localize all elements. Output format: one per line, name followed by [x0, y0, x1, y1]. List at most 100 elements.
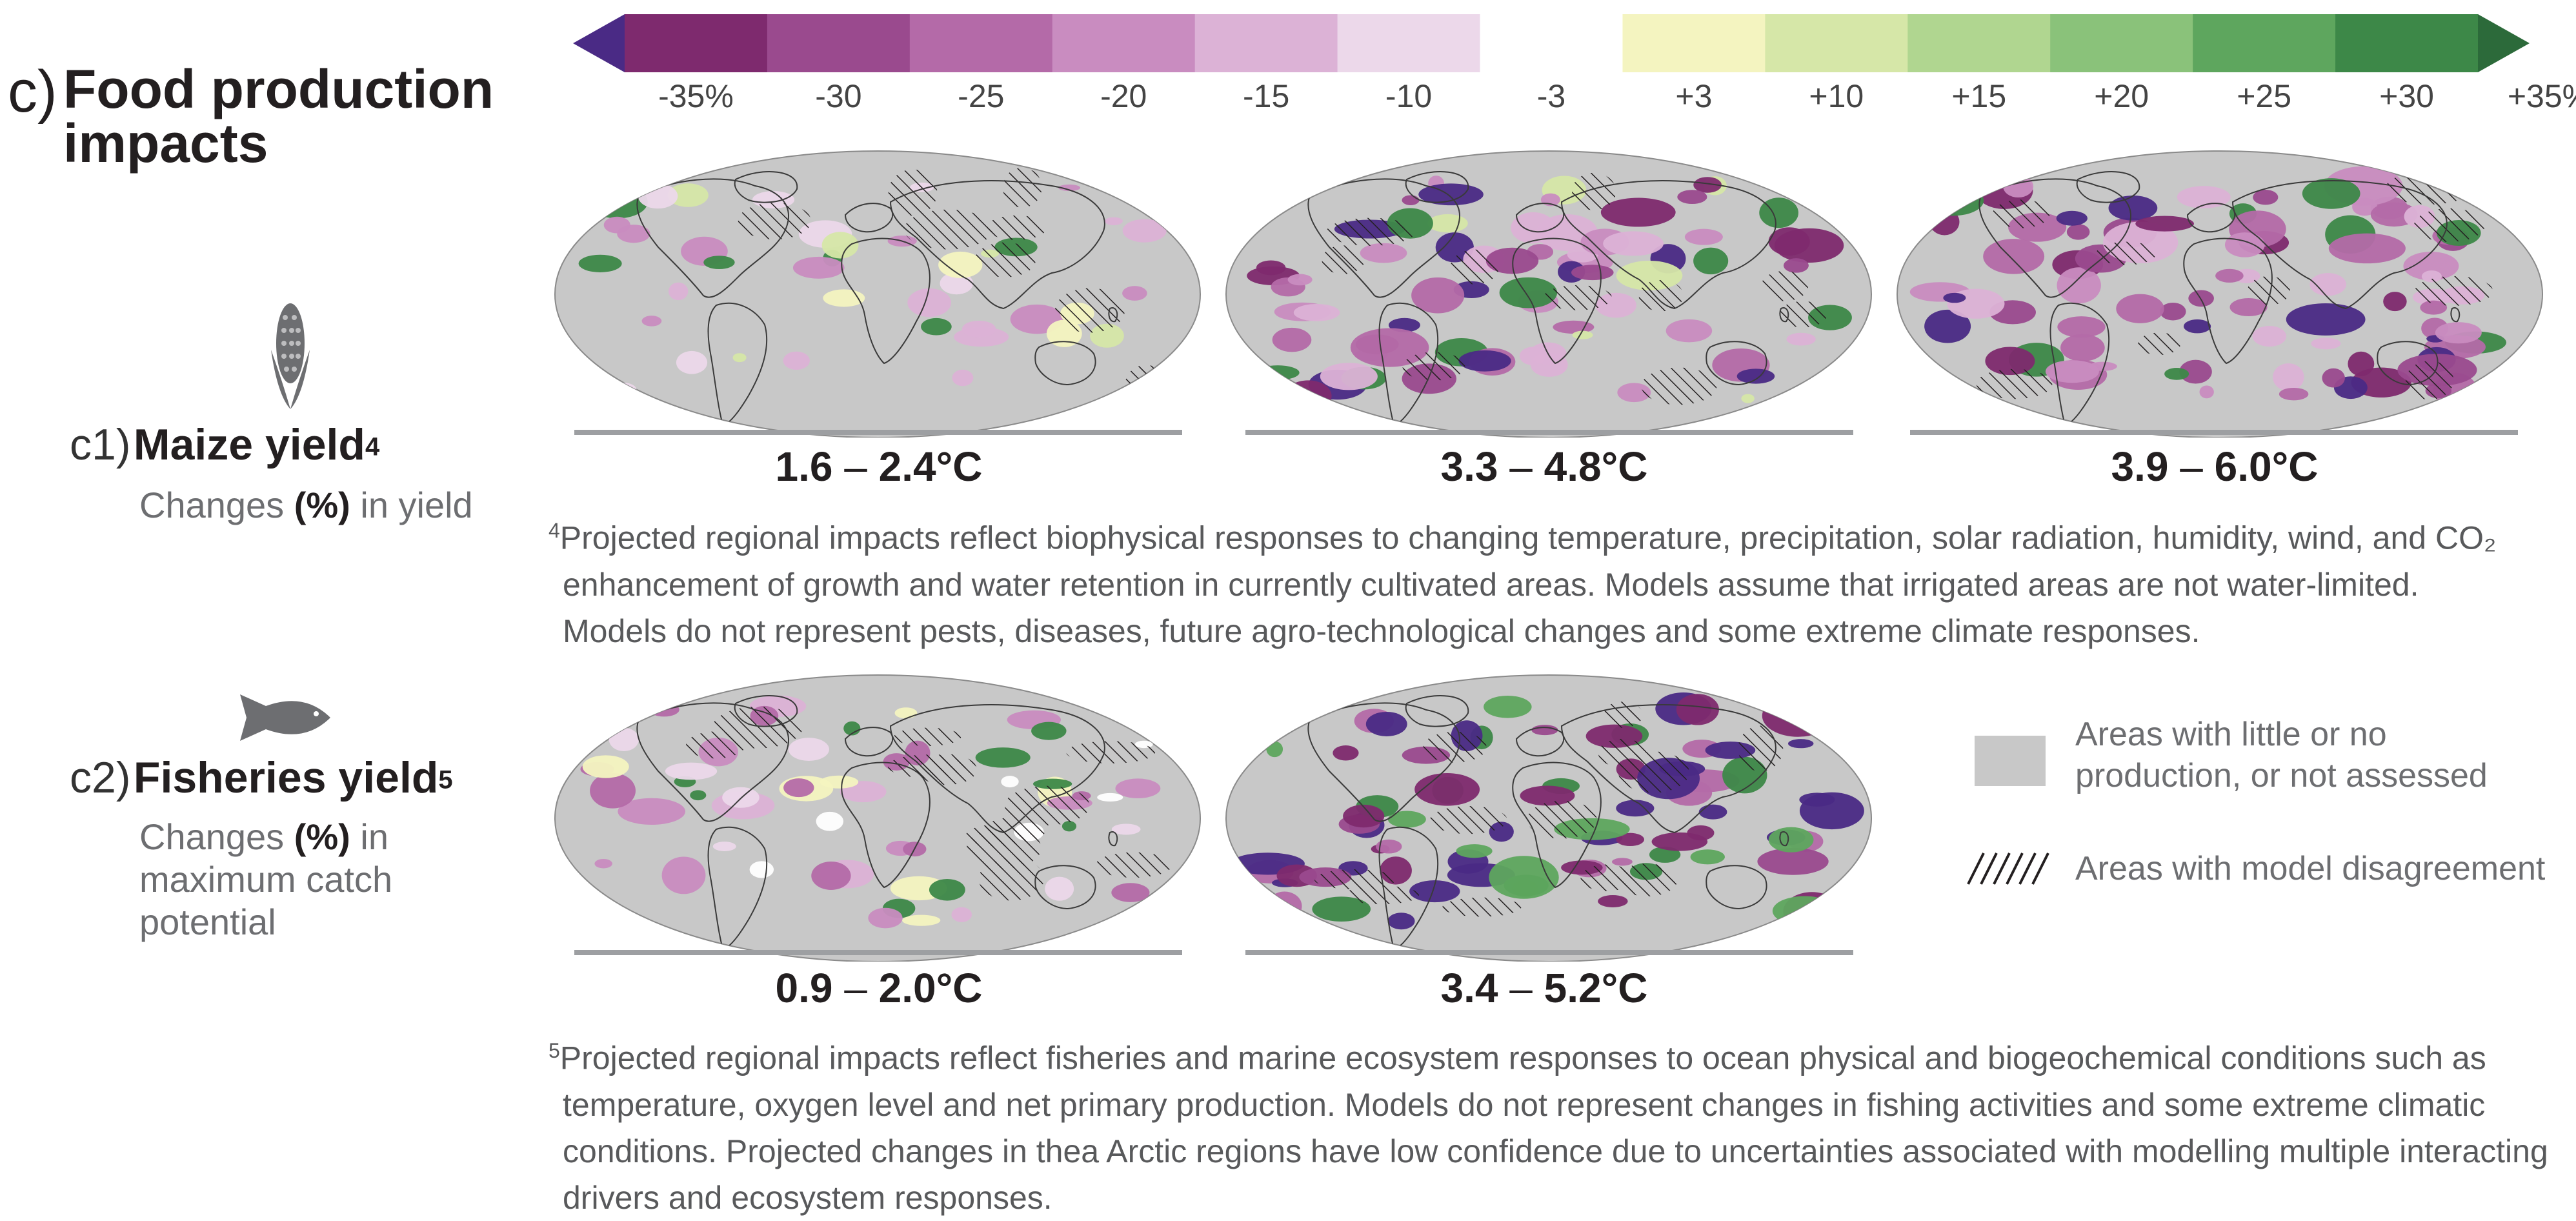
map-impact-region	[894, 707, 918, 719]
map-impact-region	[594, 859, 612, 869]
map-impact-region	[1105, 217, 1123, 225]
map-impact-region	[2348, 351, 2375, 376]
maize-range-1: 1.6 – 2.4°C	[775, 443, 983, 490]
map-impact-region	[2252, 325, 2287, 347]
colorbar-segment	[1194, 14, 1338, 72]
map-disagreement-region	[738, 203, 811, 239]
map-impact-region	[1387, 811, 1426, 828]
map-impact-region	[783, 351, 810, 370]
map-disagreement-region	[1096, 852, 1172, 878]
map-coastline	[1307, 178, 1460, 298]
colorbar-tick-label: +3	[1675, 78, 1713, 114]
map-impact-region	[1387, 913, 1415, 930]
map-impact-region	[1458, 350, 1511, 372]
map-impact-region	[1943, 292, 1966, 303]
maize-map-3-base	[1910, 430, 2518, 435]
map-impact-region	[1376, 839, 1402, 854]
map-impact-region	[2224, 232, 2265, 257]
map-coastline	[844, 727, 894, 757]
map-impact-region	[661, 856, 706, 894]
map-impact-region	[821, 232, 859, 259]
panel-letter: c)	[8, 59, 57, 125]
colorbar-segment	[2193, 14, 2336, 72]
map-impact-region	[2311, 338, 2341, 350]
map-impact-region	[1272, 327, 1312, 352]
map-disagreement-region	[2096, 241, 2157, 265]
map-impact-region	[1456, 844, 1493, 858]
map-impact-region	[1427, 214, 1468, 233]
map-impact-region	[1312, 896, 1371, 922]
map-disagreement-region	[2415, 276, 2493, 306]
map-impact-region	[1757, 847, 1829, 875]
map-disagreement-region	[1450, 249, 1499, 285]
map-impact-region	[2057, 267, 2101, 304]
map-coastline	[2049, 302, 2110, 426]
map-disagreement-region	[1992, 199, 2050, 228]
map-impact-region	[749, 861, 774, 878]
map-disagreement-region	[1638, 279, 1684, 312]
map-impact-region	[1983, 239, 2045, 274]
map-disagreement-region	[1125, 365, 1167, 404]
maize-description: Changes (%) in yield	[139, 485, 473, 525]
maize-map-2	[1225, 150, 1872, 438]
map-impact-region	[583, 722, 605, 732]
map-coastline	[1405, 695, 1469, 727]
map-coastline	[636, 702, 789, 822]
map-disagreement-region	[1616, 863, 1678, 896]
map-coastline	[844, 203, 894, 233]
map-impact-region	[1799, 792, 1864, 830]
map-impact-region	[2160, 302, 2186, 321]
map-coastline	[889, 180, 1105, 310]
fisheries-range-2: 3.4 – 5.2°C	[1440, 965, 1648, 1011]
map-impact-region	[1343, 804, 1385, 828]
map-disagreement-region	[887, 754, 967, 778]
map-impact-region	[668, 282, 689, 301]
map-coastline	[889, 704, 1105, 834]
map-impact-region	[1677, 190, 1707, 205]
map-impact-region	[1741, 394, 1755, 403]
map-impact-region	[2066, 224, 2090, 240]
map-coastline	[1779, 831, 1789, 847]
map-impact-region	[2352, 197, 2378, 216]
fisheries-map-1-base	[574, 950, 1182, 955]
map-disagreement-region	[1322, 245, 1365, 274]
colorbar-tick-label: +30	[2379, 78, 2434, 114]
map-impact-region	[641, 316, 662, 327]
legend-disagreement-label: Areas with model disagreement	[2075, 850, 2546, 887]
colorbar-tick-label: +20	[2094, 78, 2149, 114]
map-impact-region	[902, 914, 941, 926]
map-impact-region	[1684, 228, 1723, 245]
map-impact-region	[1062, 821, 1077, 832]
map-impact-region	[1665, 319, 1713, 343]
map-disagreement-region	[1003, 167, 1042, 208]
fisheries-map-2-base	[1245, 950, 1853, 955]
map-coastline	[1560, 704, 1776, 834]
map-impact-region	[1320, 363, 1378, 390]
map-impact-region	[1418, 183, 1484, 206]
fisheries-map-1	[554, 674, 1201, 962]
map-disagreement-region	[974, 242, 1036, 278]
map-impact-region	[1111, 883, 1150, 902]
map-impact-region	[1266, 741, 1283, 758]
map-impact-region	[938, 251, 983, 278]
map-impact-region	[1698, 804, 1727, 820]
map-impact-region	[732, 353, 747, 363]
map-impact-region	[2253, 189, 2279, 205]
map-impact-region	[712, 842, 736, 851]
map-impact-region	[811, 861, 851, 890]
map-coastline	[841, 237, 931, 365]
map-disagreement-region	[1527, 800, 1597, 839]
map-disagreement-region	[1054, 288, 1125, 333]
colorbar-segment	[1765, 14, 1908, 72]
map-impact-region	[1736, 368, 1775, 384]
map-impact-region	[2403, 252, 2459, 281]
map-impact-region	[590, 772, 636, 809]
map-impact-region	[1132, 192, 1182, 209]
map-impact-region	[921, 318, 952, 336]
map-impact-region	[1411, 277, 1465, 314]
colorbar-segment	[1337, 14, 1481, 72]
map-impact-region	[2322, 368, 2345, 388]
map-impact-region	[1282, 711, 1296, 722]
map-impact-region	[1360, 243, 1407, 263]
map-impact-region	[1603, 231, 1664, 256]
